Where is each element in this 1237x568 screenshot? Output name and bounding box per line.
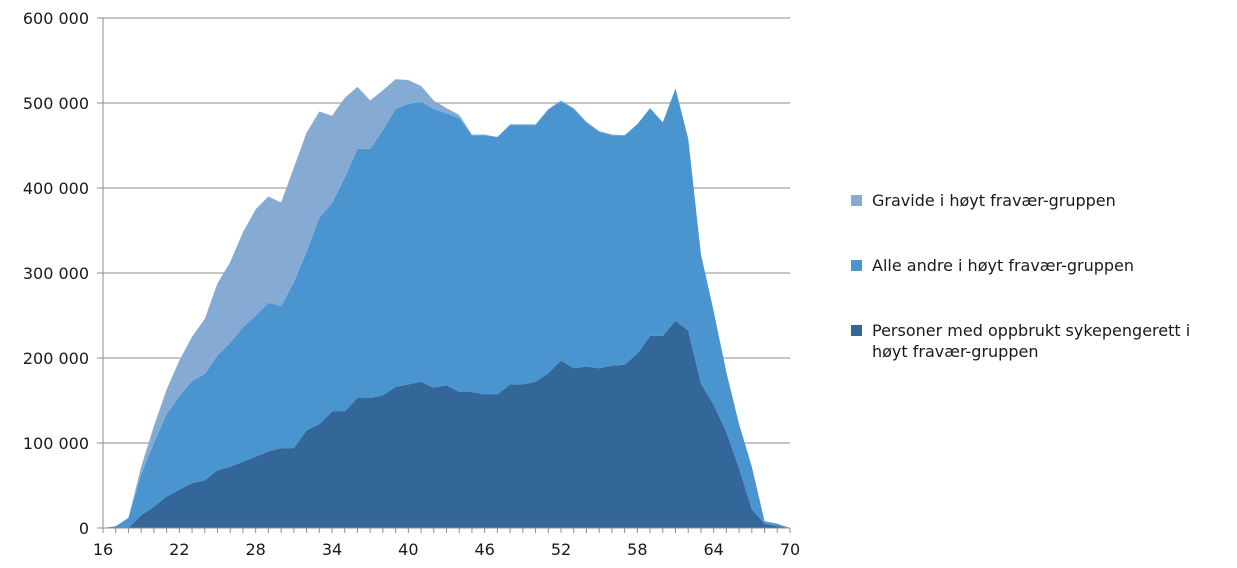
y-tick-label: 500 000 bbox=[23, 94, 89, 113]
x-tick-label: 58 bbox=[627, 540, 647, 559]
area-series-1 bbox=[103, 88, 790, 529]
legend-item-oppbrukt: Personer med oppbrukt sykepengerett i hø… bbox=[851, 320, 1231, 362]
legend-label-gravide: Gravide i høyt fravær-gruppen bbox=[872, 191, 1116, 210]
axes bbox=[102, 18, 791, 533]
y-tick-label: 400 000 bbox=[23, 179, 89, 198]
legend-label-alle-andre: Alle andre i høyt fravær-gruppen bbox=[872, 256, 1135, 275]
area-series-0 bbox=[103, 320, 790, 528]
x-tick-label: 52 bbox=[551, 540, 571, 559]
area-series-2 bbox=[103, 79, 790, 528]
x-tick-label: 34 bbox=[322, 540, 342, 559]
legend-swatch-alle-andre bbox=[851, 260, 862, 271]
x-tick-label: 40 bbox=[398, 540, 418, 559]
legend-swatch-oppbrukt bbox=[851, 325, 862, 336]
y-tick-label: 600 000 bbox=[23, 9, 89, 28]
y-tick-label: 200 000 bbox=[23, 349, 89, 368]
legend-item-alle-andre: Alle andre i høyt fravær-gruppen bbox=[851, 255, 1231, 276]
y-tick-label: 0 bbox=[79, 519, 89, 538]
y-tick-labels: 0 100 000 200 000 300 000 400 000 500 000 600 … bbox=[23, 9, 89, 538]
y-tick-label: 300 000 bbox=[23, 264, 89, 283]
x-tick-label: 46 bbox=[474, 540, 494, 559]
x-tick-label: 22 bbox=[169, 540, 189, 559]
x-tick-labels: 16 22 28 34 40 46 52 58 64 70 bbox=[93, 540, 800, 559]
legend: Gravide i høyt fravær-gruppen Alle andre… bbox=[851, 190, 1231, 406]
x-tick-label: 70 bbox=[780, 540, 800, 559]
legend-item-gravide: Gravide i høyt fravær-gruppen bbox=[851, 190, 1231, 211]
x-tick-label: 16 bbox=[93, 540, 113, 559]
y-tick-label: 100 000 bbox=[23, 434, 89, 453]
x-tick-label: 64 bbox=[703, 540, 723, 559]
legend-label-oppbrukt: Personer med oppbrukt sykepengerett i hø… bbox=[872, 321, 1191, 361]
legend-swatch-gravide bbox=[851, 195, 862, 206]
x-tick-label: 28 bbox=[245, 540, 265, 559]
area-series bbox=[103, 79, 790, 529]
